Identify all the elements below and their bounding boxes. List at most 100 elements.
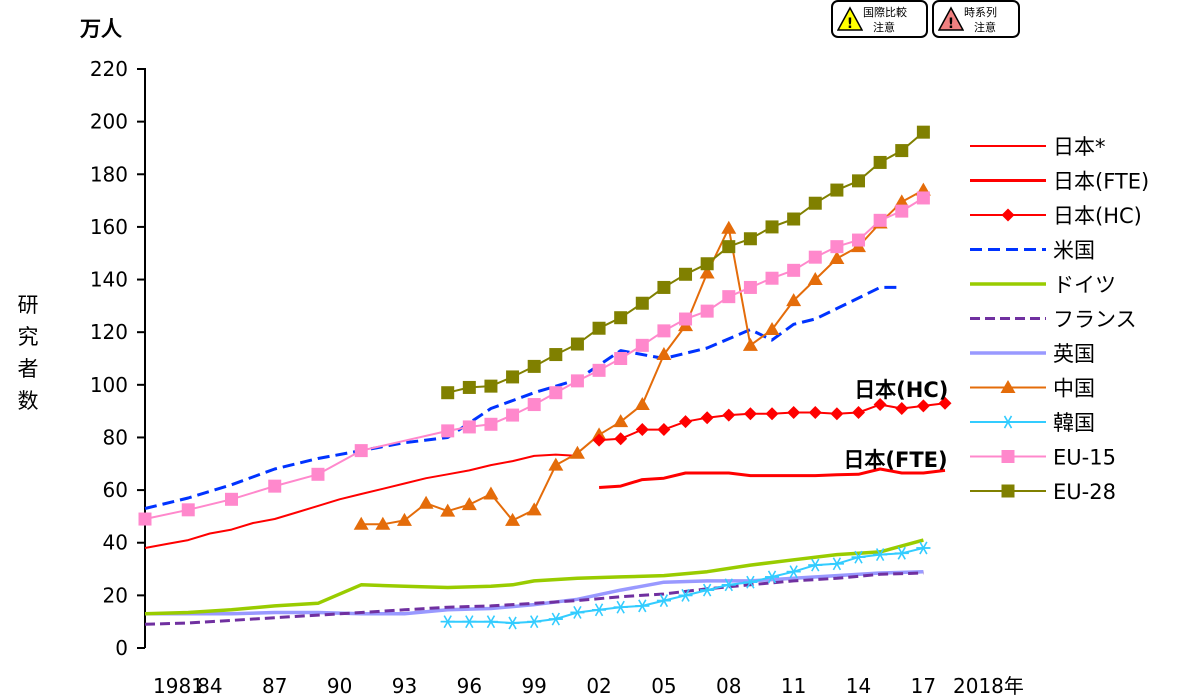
x-tick-label: 02 — [586, 674, 611, 698]
series-line — [144, 538, 924, 616]
legend-label: EU-28 — [1053, 480, 1116, 504]
data-point — [656, 347, 672, 361]
svg-text:!: ! — [847, 16, 853, 32]
legend-item: 日本(FTE) — [970, 170, 1149, 194]
data-point — [592, 321, 606, 335]
legend-item: 米国 — [970, 239, 1095, 263]
data-point — [873, 213, 887, 227]
data-point — [527, 359, 541, 373]
y-axis-label-char: 数 — [18, 389, 39, 413]
x-tick-label: 1981 — [153, 674, 204, 698]
data-point — [224, 492, 238, 506]
y-axis-label-char: 研 — [18, 293, 39, 317]
data-point — [830, 183, 844, 197]
data-point — [765, 407, 779, 421]
data-point — [765, 220, 779, 234]
data-point — [830, 407, 844, 421]
x-tick-label: 96 — [457, 674, 482, 698]
legend-label: 中国 — [1053, 377, 1095, 401]
data-point — [895, 204, 909, 218]
data-point — [353, 516, 369, 530]
data-point — [570, 337, 584, 351]
data-point — [721, 220, 737, 234]
data-point — [484, 417, 498, 431]
data-point — [657, 324, 671, 338]
series-英国 — [145, 569, 924, 616]
series-中国 — [353, 182, 931, 530]
x-tick-label: 14 — [846, 674, 871, 698]
data-point — [635, 599, 650, 613]
series-line — [144, 453, 578, 549]
legend-label: EU-15 — [1053, 446, 1116, 470]
series-line — [447, 547, 924, 624]
data-point — [461, 497, 477, 511]
legend-label: ドイツ — [1053, 273, 1116, 297]
series-line — [447, 131, 925, 394]
data-point — [743, 232, 757, 246]
series-日本* — [144, 453, 578, 549]
data-point — [311, 467, 325, 481]
data-point — [829, 557, 844, 571]
data-point — [852, 233, 866, 247]
data-point — [592, 433, 606, 447]
data-point — [268, 479, 282, 493]
data-point — [1001, 484, 1015, 498]
annotation-label: 日本(FTE) — [843, 448, 947, 472]
series-EU-28 — [441, 125, 930, 400]
data-point — [657, 280, 671, 294]
data-point — [916, 191, 930, 205]
badge-line1: 国際比較 — [863, 6, 907, 19]
data-point — [722, 240, 736, 254]
legend-item: 英国 — [970, 342, 1095, 366]
series-フランス — [144, 571, 924, 626]
legend-label: 日本(FTE) — [1053, 170, 1149, 194]
y-tick-label: 220 — [90, 57, 128, 81]
y-axis-label-char: 究 — [18, 325, 39, 349]
legend-item: 日本(HC) — [970, 204, 1142, 228]
data-point — [700, 583, 715, 597]
data-point — [441, 386, 455, 400]
data-point — [829, 250, 845, 264]
data-point — [895, 402, 909, 416]
data-point — [700, 257, 714, 271]
legend-label: 日本(HC) — [1053, 204, 1142, 228]
badge-line2: 注意 — [873, 21, 895, 34]
data-point — [354, 444, 368, 458]
series-line — [599, 467, 946, 489]
data-point — [592, 363, 606, 377]
y-tick-label: 0 — [115, 636, 128, 660]
data-point — [505, 616, 520, 630]
badge-line1: 時系列 — [964, 6, 997, 19]
data-point — [527, 615, 542, 629]
legend-label: 米国 — [1053, 239, 1095, 263]
legend-label: 韓国 — [1053, 411, 1095, 435]
data-point — [418, 495, 434, 509]
series-日本(FTE) — [599, 467, 946, 489]
x-tick-label: 05 — [651, 674, 676, 698]
data-point — [894, 546, 909, 560]
data-point — [742, 337, 758, 351]
data-point — [679, 415, 693, 429]
data-point — [765, 271, 779, 285]
international-comparison-caution-badge: ! 国際比較 注意 — [831, 0, 928, 38]
data-point — [678, 588, 693, 602]
data-point — [613, 414, 629, 428]
data-point — [634, 397, 650, 411]
data-point — [765, 570, 780, 584]
svg-text:!: ! — [948, 16, 954, 32]
legend-item: EU-28 — [970, 480, 1116, 504]
data-point — [656, 594, 671, 608]
data-point — [1001, 415, 1015, 429]
data-point — [1001, 450, 1015, 463]
data-point — [873, 398, 887, 412]
data-point — [484, 379, 498, 393]
data-point — [787, 212, 801, 226]
y-tick-label: 60 — [103, 478, 128, 502]
x-tick-label: 93 — [392, 674, 417, 698]
legend-item: ドイツ — [970, 273, 1116, 297]
x-tick-label: 2018年 — [953, 674, 1024, 698]
x-tick-label: 17 — [911, 674, 936, 698]
